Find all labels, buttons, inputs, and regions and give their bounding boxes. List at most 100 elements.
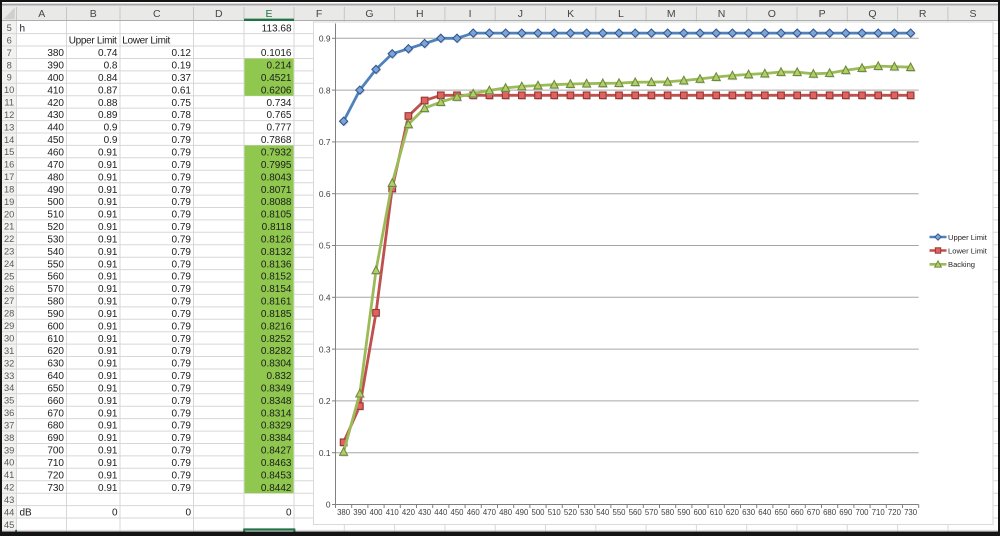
svg-text:0.91: 0.91 [98,371,118,382]
svg-text:B: B [90,8,97,20]
svg-text:0.79: 0.79 [172,384,192,395]
svg-text:0.79: 0.79 [172,160,192,171]
svg-text:550: 550 [47,259,64,270]
svg-text:G: G [365,8,373,20]
svg-text:0.8: 0.8 [319,85,331,95]
svg-text:0.84: 0.84 [98,73,118,84]
svg-text:0.79: 0.79 [172,458,192,469]
svg-text:0.79: 0.79 [172,309,192,320]
svg-text:Backing: Backing [948,260,975,269]
svg-text:0.79: 0.79 [172,346,192,357]
svg-text:0.91: 0.91 [98,359,118,370]
svg-text:0.79: 0.79 [172,483,192,494]
svg-text:dB: dB [20,508,33,519]
svg-text:660: 660 [791,508,805,517]
svg-text:A: A [38,8,45,20]
svg-text:710: 710 [47,458,64,469]
svg-text:33: 33 [4,371,14,381]
svg-text:40: 40 [4,458,14,468]
svg-text:32: 32 [4,358,14,368]
svg-text:0.91: 0.91 [98,483,118,494]
svg-text:450: 450 [450,508,464,517]
svg-text:0.8071: 0.8071 [261,185,292,196]
svg-text:0.79: 0.79 [172,210,192,221]
svg-text:520: 520 [564,508,578,517]
svg-text:38: 38 [4,433,14,443]
svg-text:N: N [718,8,726,20]
svg-text:Upper Limit: Upper Limit [69,36,117,47]
svg-text:0.8453: 0.8453 [261,470,292,481]
svg-text:460: 460 [47,148,64,159]
svg-text:390: 390 [47,61,64,72]
svg-text:39: 39 [4,445,14,455]
svg-text:0.8: 0.8 [104,61,118,72]
svg-text:510: 510 [47,210,64,221]
svg-text:0.91: 0.91 [98,185,118,196]
svg-text:0.4: 0.4 [319,293,331,303]
svg-text:510: 510 [548,508,562,517]
svg-text:Lower Limit: Lower Limit [948,246,988,255]
svg-text:0.88: 0.88 [98,98,118,109]
svg-text:0.8314: 0.8314 [261,408,292,419]
svg-text:36: 36 [4,408,14,418]
svg-text:660: 660 [47,396,64,407]
svg-text:0.8088: 0.8088 [261,197,292,208]
svg-text:0.9: 0.9 [104,135,118,146]
svg-text:520: 520 [47,222,64,233]
svg-text:560: 560 [629,508,643,517]
svg-text:560: 560 [47,272,64,283]
svg-text:0.79: 0.79 [172,222,192,233]
svg-text:0.89: 0.89 [98,110,118,121]
svg-text:0.79: 0.79 [172,172,192,183]
svg-text:C: C [153,8,161,20]
svg-text:0.79: 0.79 [172,234,192,245]
svg-text:0.91: 0.91 [98,396,118,407]
svg-text:34: 34 [4,383,14,393]
svg-text:540: 540 [596,508,610,517]
svg-text:37: 37 [4,420,14,430]
svg-text:35: 35 [4,396,14,406]
svg-text:430: 430 [418,508,432,517]
svg-text:680: 680 [823,508,837,517]
svg-text:530: 530 [47,234,64,245]
svg-text:41: 41 [4,470,14,480]
svg-text:K: K [567,8,574,20]
svg-text:24: 24 [4,259,14,269]
svg-text:670: 670 [47,408,64,419]
svg-text:0.8252: 0.8252 [261,334,292,345]
svg-text:5: 5 [7,23,12,33]
svg-text:25: 25 [4,271,14,281]
svg-text:6: 6 [7,35,12,45]
svg-text:E: E [265,8,272,20]
svg-text:720: 720 [888,508,902,517]
svg-text:0.8043: 0.8043 [261,172,292,183]
svg-text:670: 670 [807,508,821,517]
svg-text:380: 380 [337,508,351,517]
svg-text:0.7868: 0.7868 [261,135,292,146]
svg-text:I: I [469,8,472,20]
svg-text:20: 20 [4,209,14,219]
svg-text:0.91: 0.91 [98,321,118,332]
svg-text:O: O [768,8,776,20]
svg-text:30: 30 [4,334,14,344]
svg-text:620: 620 [726,508,740,517]
svg-text:0.91: 0.91 [98,172,118,183]
svg-text:0.91: 0.91 [98,247,118,258]
svg-text:0.79: 0.79 [172,259,192,270]
svg-text:0.8348: 0.8348 [261,396,292,407]
svg-text:620: 620 [47,346,64,357]
svg-text:13: 13 [4,122,14,132]
svg-text:0.79: 0.79 [172,334,192,345]
svg-text:0.91: 0.91 [98,259,118,270]
svg-text:0: 0 [185,508,191,519]
svg-text:21: 21 [4,222,14,232]
svg-text:730: 730 [47,483,64,494]
svg-text:0.91: 0.91 [98,297,118,308]
svg-text:h: h [20,23,26,34]
svg-text:0.8304: 0.8304 [261,359,292,370]
svg-text:0.12: 0.12 [172,48,192,59]
svg-text:0.87: 0.87 [98,85,118,96]
svg-text:15: 15 [4,147,14,157]
svg-text:0.8161: 0.8161 [261,297,292,308]
svg-text:0.7995: 0.7995 [261,160,292,171]
